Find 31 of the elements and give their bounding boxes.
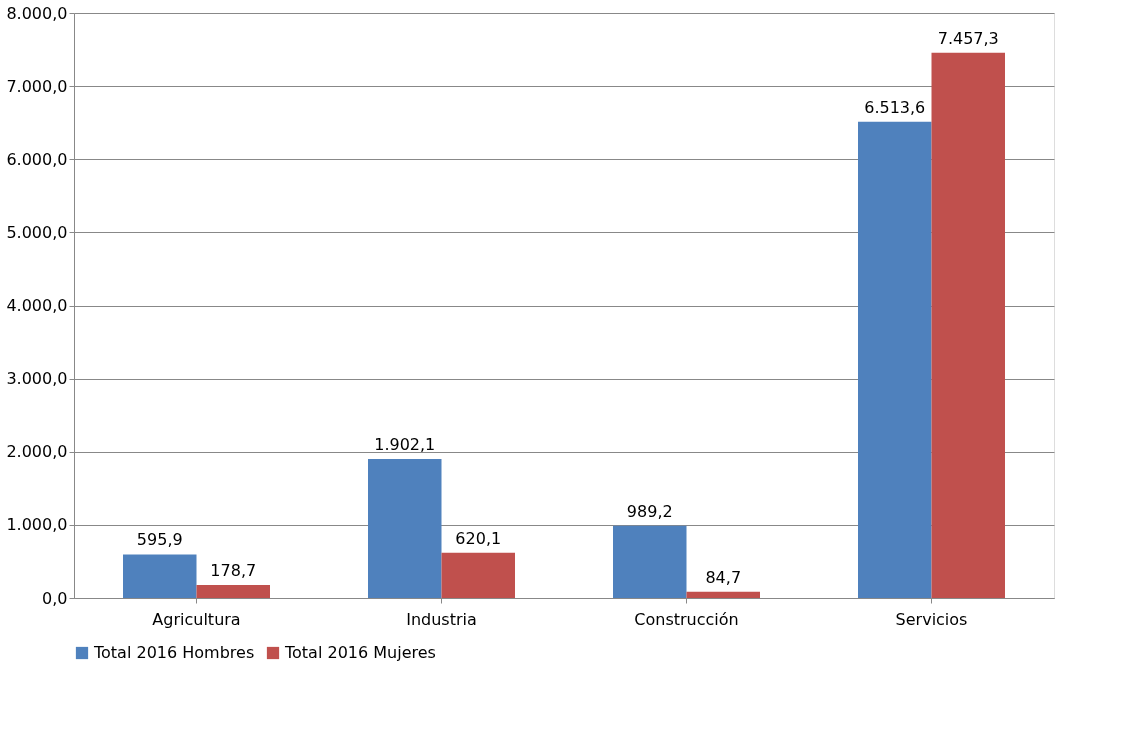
bar [123,554,197,598]
x-tick-label: Industria [406,609,477,629]
data-label: 595,9 [136,530,183,550]
y-tick-label: 0,0 [42,588,68,608]
y-tick-label: 7.000,0 [6,76,68,96]
y-tick-label: 6.000,0 [6,149,68,169]
bar [196,584,270,598]
y-tick-label: 4.000,0 [6,296,68,315]
legend-label: Total 2016 Mujeres [284,643,436,662]
data-label: 620,1 [455,528,502,548]
y-tick-label: 2.000,0 [6,442,68,462]
bar [931,52,1005,598]
data-label: 6.513,6 [864,97,926,117]
x-tick-label: Agricultura [152,609,241,629]
data-label: 7.457,3 [937,28,999,48]
data-label: 84,7 [705,567,742,587]
bar [858,121,932,598]
y-tick-label: 1.000,0 [6,515,68,535]
data-label: 989,2 [626,501,673,521]
bar [441,552,515,598]
bar [686,591,760,598]
y-tick-label: 3.000,0 [6,369,68,389]
data-label: 1.902,1 [374,434,436,454]
x-tick-label: Construcción [634,609,739,629]
legend-label: Total 2016 Hombres [93,643,255,662]
data-label: 178,7 [210,560,257,580]
y-tick-label: 5.000,0 [6,222,68,242]
x-tick-label: Servicios [895,609,968,629]
bar [368,458,442,598]
bar [613,525,687,598]
y-tick-label: 8.000,0 [6,3,68,23]
